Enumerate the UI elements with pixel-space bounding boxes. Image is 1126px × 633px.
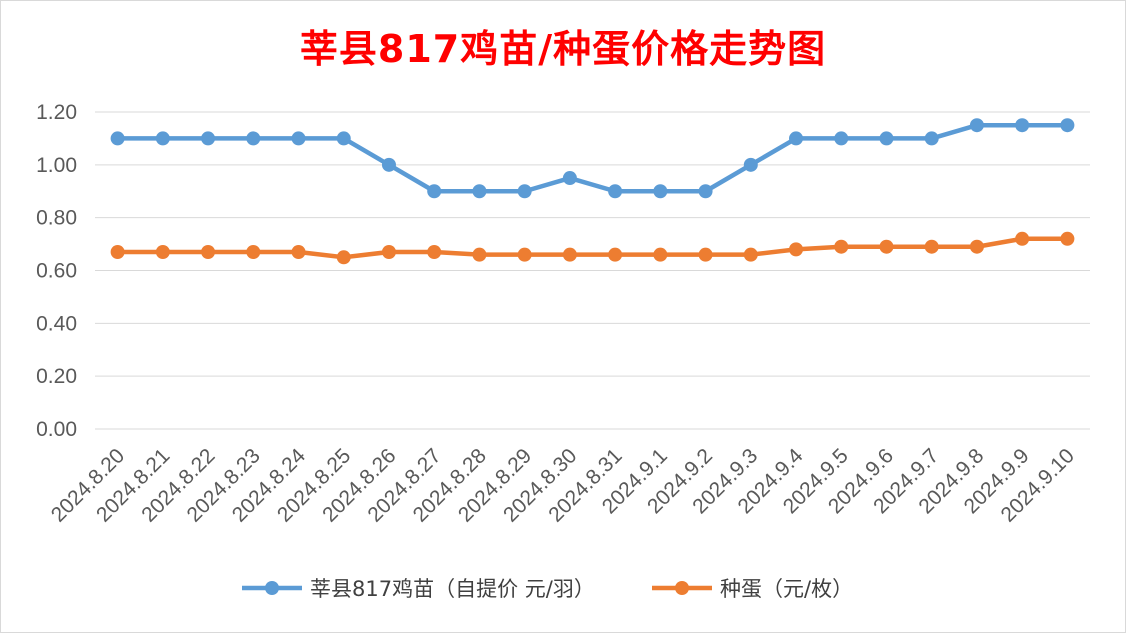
data-point [608,247,623,262]
data-point [562,247,577,262]
data-point [834,239,849,254]
series-line [115,236,1070,260]
y-tick-label: 1.00 [36,154,77,177]
data-point [698,184,713,199]
y-axis-ticks: 0.00 0.20 0.40 0.60 0.80 1.00 1.20 [36,101,77,441]
data-point [246,131,261,146]
data-point [291,131,306,146]
data-point [879,239,894,254]
data-point [517,184,532,199]
data-point [155,131,170,146]
data-point [653,247,668,262]
data-point [743,157,758,172]
series-2 [110,231,1075,265]
data-point [924,131,939,146]
series-line [115,122,1070,194]
data-point [1015,118,1030,133]
y-tick-label: 0.20 [36,365,77,388]
data-point [879,131,894,146]
y-tick-label: 1.20 [36,101,77,124]
data-point [201,245,216,260]
data-point [698,247,713,262]
data-point [201,131,216,146]
data-point [562,171,577,186]
data-point [381,245,396,260]
data-point [427,184,442,199]
data-point [336,131,351,146]
data-point [608,184,623,199]
data-point [517,247,532,262]
data-point [291,245,306,260]
gridlines [95,111,1090,430]
data-point [924,239,939,254]
data-point [155,245,170,260]
legend-label: 种蛋（元/枚） [720,577,853,601]
data-point [969,118,984,133]
legend-marker [675,581,689,595]
data-point [246,245,261,260]
data-point [110,245,125,260]
data-point [789,242,804,257]
y-tick-label: 0.80 [36,207,77,230]
data-point [1015,231,1030,246]
series-1 [110,118,1075,199]
data-point [969,239,984,254]
data-point [336,250,351,265]
legend: 莘县817鸡苗（自提价 元/羽） 种蛋（元/枚） [242,577,853,601]
data-point [834,131,849,146]
data-point [427,245,442,260]
legend-label: 莘县817鸡苗（自提价 元/羽） [310,577,595,601]
legend-marker [265,581,279,595]
y-tick-label: 0.40 [36,312,77,335]
data-point [1060,231,1075,246]
data-point [110,131,125,146]
chart-title: 莘县817鸡苗/种蛋价格走势图 [299,27,827,71]
data-point [472,247,487,262]
series-layer [110,118,1075,265]
x-axis-ticks: 2024.8.202024.8.212024.8.222024.8.232024… [47,444,1079,527]
y-tick-label: 0.60 [36,260,77,283]
data-point [743,247,758,262]
data-point [381,157,396,172]
data-point [653,184,668,199]
y-tick-label: 0.00 [36,418,77,441]
data-point [789,131,804,146]
data-point [1060,118,1075,133]
data-point [472,184,487,199]
